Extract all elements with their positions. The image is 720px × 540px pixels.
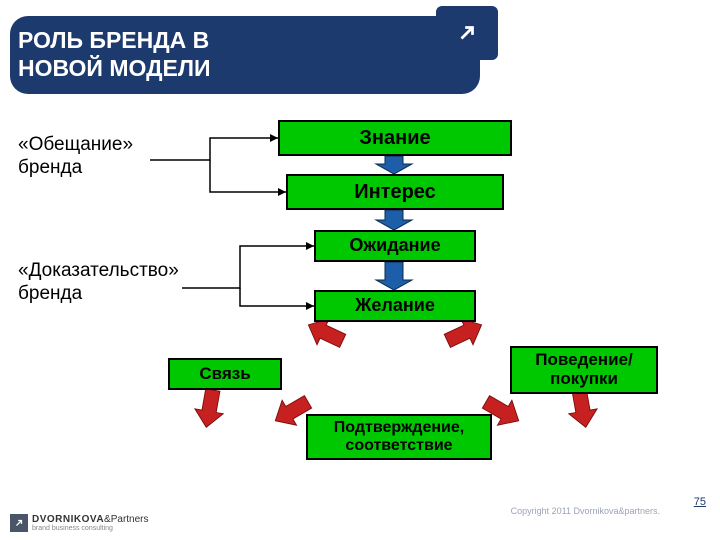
footer: DVORNIKOVA&Partners brand business consu… [0, 506, 720, 534]
page-number: 75 [694, 496, 706, 508]
logo-icon [10, 514, 28, 532]
box-behavior: Поведение/ покупки [510, 346, 658, 394]
brand-tag: brand business consulting [32, 525, 149, 532]
label-evidence: «Доказательство» бренда [18, 260, 179, 306]
box-interest: Интерес [286, 174, 504, 210]
copyright: Copyright 2011 Dvornikova&partners. [511, 506, 660, 516]
corner-badge [436, 6, 498, 60]
brand-main: DVORNIKOVA [32, 514, 104, 525]
box-connection: Связь [168, 358, 282, 390]
footer-logo: DVORNIKOVA&Partners brand business consu… [10, 514, 149, 532]
box-expectation: Ожидание [314, 230, 476, 262]
box-confirmation: Подтверждение, соответствие [306, 414, 492, 460]
arrow-up-right-icon [456, 22, 478, 44]
title-bar: РОЛЬ БРЕНДА В НОВОЙ МОДЕЛИ [10, 16, 480, 94]
brand-sub: &Partners [104, 514, 148, 525]
box-knowledge: Знание [278, 120, 512, 156]
box-desire: Желание [314, 290, 476, 322]
label-promise: «Обещание» бренда [18, 134, 133, 180]
page-title: РОЛЬ БРЕНДА В НОВОЙ МОДЕЛИ [18, 27, 211, 82]
